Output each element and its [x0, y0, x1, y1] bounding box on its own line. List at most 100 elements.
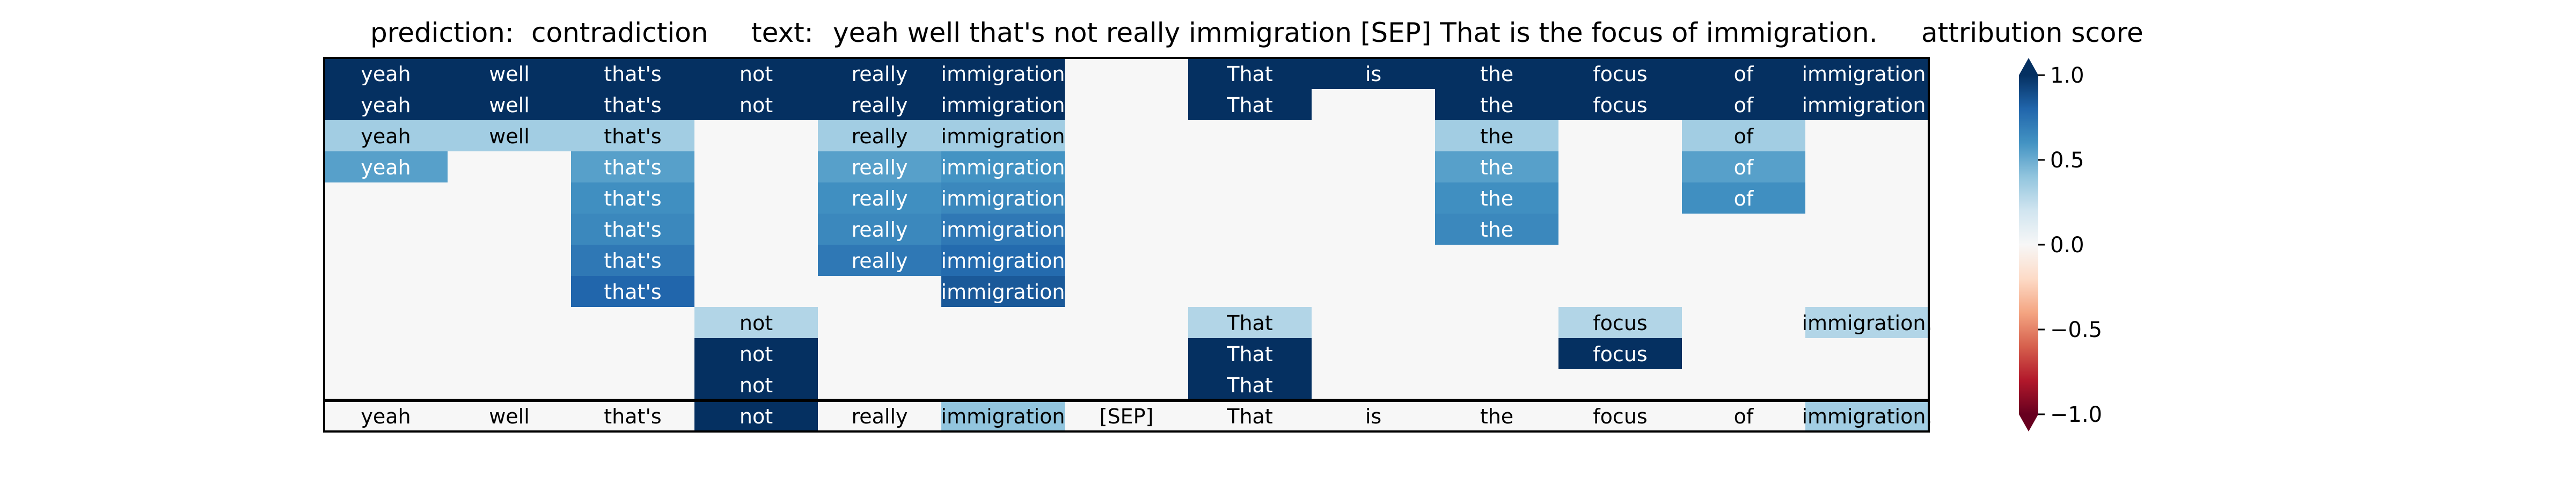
heatmap-row-cell [1558, 151, 1682, 182]
summary-cell [694, 400, 818, 431]
heatmap-row-cell [1435, 245, 1558, 276]
heatmap-row-cell [1065, 214, 1188, 245]
heatmap-row-cell [1188, 89, 1312, 120]
heatmap-row-cell [1312, 369, 1435, 400]
heatmap-row-cell [818, 151, 941, 182]
summary-cell [1435, 400, 1558, 431]
heatmap-row-token-label: immigration [941, 187, 1065, 210]
heatmap-row-cell [1312, 276, 1435, 307]
heatmap-row-cell [941, 182, 1065, 214]
heatmap-row-cell [818, 338, 941, 369]
heatmap-row-token-label: of [1734, 125, 1754, 148]
heatmap-row-token-label: well [489, 62, 530, 86]
heatmap-row-cell [324, 369, 448, 400]
heatmap-row-cell [1805, 369, 1929, 400]
heatmap-row-cell [1188, 338, 1312, 369]
colorbar-top-arrow [2019, 58, 2038, 75]
heatmap-row-token-label: immigration [941, 125, 1065, 148]
heatmap-row-cell [694, 369, 818, 400]
heatmap-row-cell [324, 151, 448, 182]
summary-cell [1558, 400, 1682, 431]
heatmap-row-token-label: that's [604, 218, 661, 241]
summary-cell [1065, 400, 1188, 431]
heatmap-row-cell [1805, 245, 1929, 276]
heatmap-row-cell [818, 307, 941, 338]
text-label: text: [751, 17, 814, 48]
heatmap-row-cell [1558, 245, 1682, 276]
heatmap-row-token-label: the [1480, 93, 1513, 117]
heatmap-row-cell [324, 120, 448, 151]
heatmap-row-token-label: not [740, 374, 773, 397]
heatmap-row-token-label: really [851, 218, 908, 241]
heatmap-row-cell [1558, 120, 1682, 151]
heatmap-row-token-label: That [1226, 62, 1272, 86]
heatmap-row-token-label: not [740, 62, 773, 86]
summary-row: yeah well that's not really immigration [SEP] T… [324, 400, 1933, 431]
heatmap-row-cell [1558, 182, 1682, 214]
heatmap-row-token-label: That [1226, 93, 1272, 117]
heatmap-row-cell [448, 58, 571, 89]
heatmap-row-token-label: really [851, 156, 908, 179]
heatmap-row-token-label: the [1480, 125, 1513, 148]
summary-token-label: of [1734, 405, 1754, 428]
heatmap-row-cell [1312, 151, 1435, 182]
heatmap-row-cell [1682, 89, 1805, 120]
heatmap-row-cell [1065, 89, 1188, 120]
summary-token-label: really [851, 405, 908, 428]
prediction-label: prediction: [370, 17, 514, 48]
heatmap-row-cell [571, 58, 694, 89]
heatmap-row-cell [1435, 338, 1558, 369]
heatmap-row-cell [694, 89, 818, 120]
heatmap-row-cell [1682, 369, 1805, 400]
colorbar-tick-label: 0.0 [2050, 233, 2084, 258]
heatmap-row-cell [1435, 307, 1558, 338]
heatmap-row-cell [1805, 58, 1929, 89]
heatmap-row-cell [694, 276, 818, 307]
heatmap-row-token-label: really [851, 62, 908, 86]
heatmap-row-cell [1188, 120, 1312, 151]
heatmap-row-cell [1188, 245, 1312, 276]
heatmap-row-cell [941, 89, 1065, 120]
summary-token-label: is [1365, 405, 1381, 428]
heatmap-row-token-label: not [740, 342, 773, 366]
summary-cell [571, 400, 694, 431]
heatmap-row-token-label: immigration [941, 249, 1065, 273]
heatmap-row-token-label: of [1734, 93, 1754, 117]
heatmap-row-cell [1312, 245, 1435, 276]
heatmap-row-token-label: yeah [361, 62, 411, 86]
heatmap-row-token-label: immigration. [1802, 62, 1932, 86]
heatmap-row-cell [1805, 307, 1929, 338]
heatmap-row-cell [1435, 369, 1558, 400]
summary-cell [1188, 400, 1312, 431]
heatmap-row-cell [1805, 338, 1929, 369]
heatmap-row-cell [1682, 276, 1805, 307]
heatmap-row-cell [1682, 214, 1805, 245]
heatmap-row-cell [448, 245, 571, 276]
heatmap-row-token-label: of [1734, 62, 1754, 86]
heatmap-row-cell [1188, 214, 1312, 245]
heatmap-row-cell [694, 182, 818, 214]
heatmap-row-token-label: that's [604, 62, 661, 86]
heatmap-row-cell [571, 245, 694, 276]
heatmap-row-cell [1558, 89, 1682, 120]
heatmap-row-cell [571, 182, 694, 214]
summary-cell [818, 400, 941, 431]
heatmap-row-token-label: immigration [941, 218, 1065, 241]
heatmap-row-cell [448, 307, 571, 338]
heatmap-row-cell [1312, 307, 1435, 338]
heatmap-row-cell [1805, 89, 1929, 120]
heatmap-row-cell [571, 369, 694, 400]
colorbar-tick-label: 0.5 [2050, 148, 2084, 173]
heatmap-row-cell [941, 369, 1065, 400]
heatmap-row-cell [1312, 89, 1435, 120]
heatmap-row-cell [818, 120, 941, 151]
summary-cell [324, 400, 448, 431]
heatmap-row-cell [1805, 214, 1929, 245]
heatmap-row-token-label: immigration. [1802, 93, 1932, 117]
heatmap-row-cell [941, 276, 1065, 307]
heatmap-row-token-label: focus [1593, 62, 1647, 86]
heatmap-row-cell [1435, 276, 1558, 307]
heatmap-row-token-label: immigration [941, 93, 1065, 117]
heatmap-row-token-label: That [1226, 342, 1272, 366]
